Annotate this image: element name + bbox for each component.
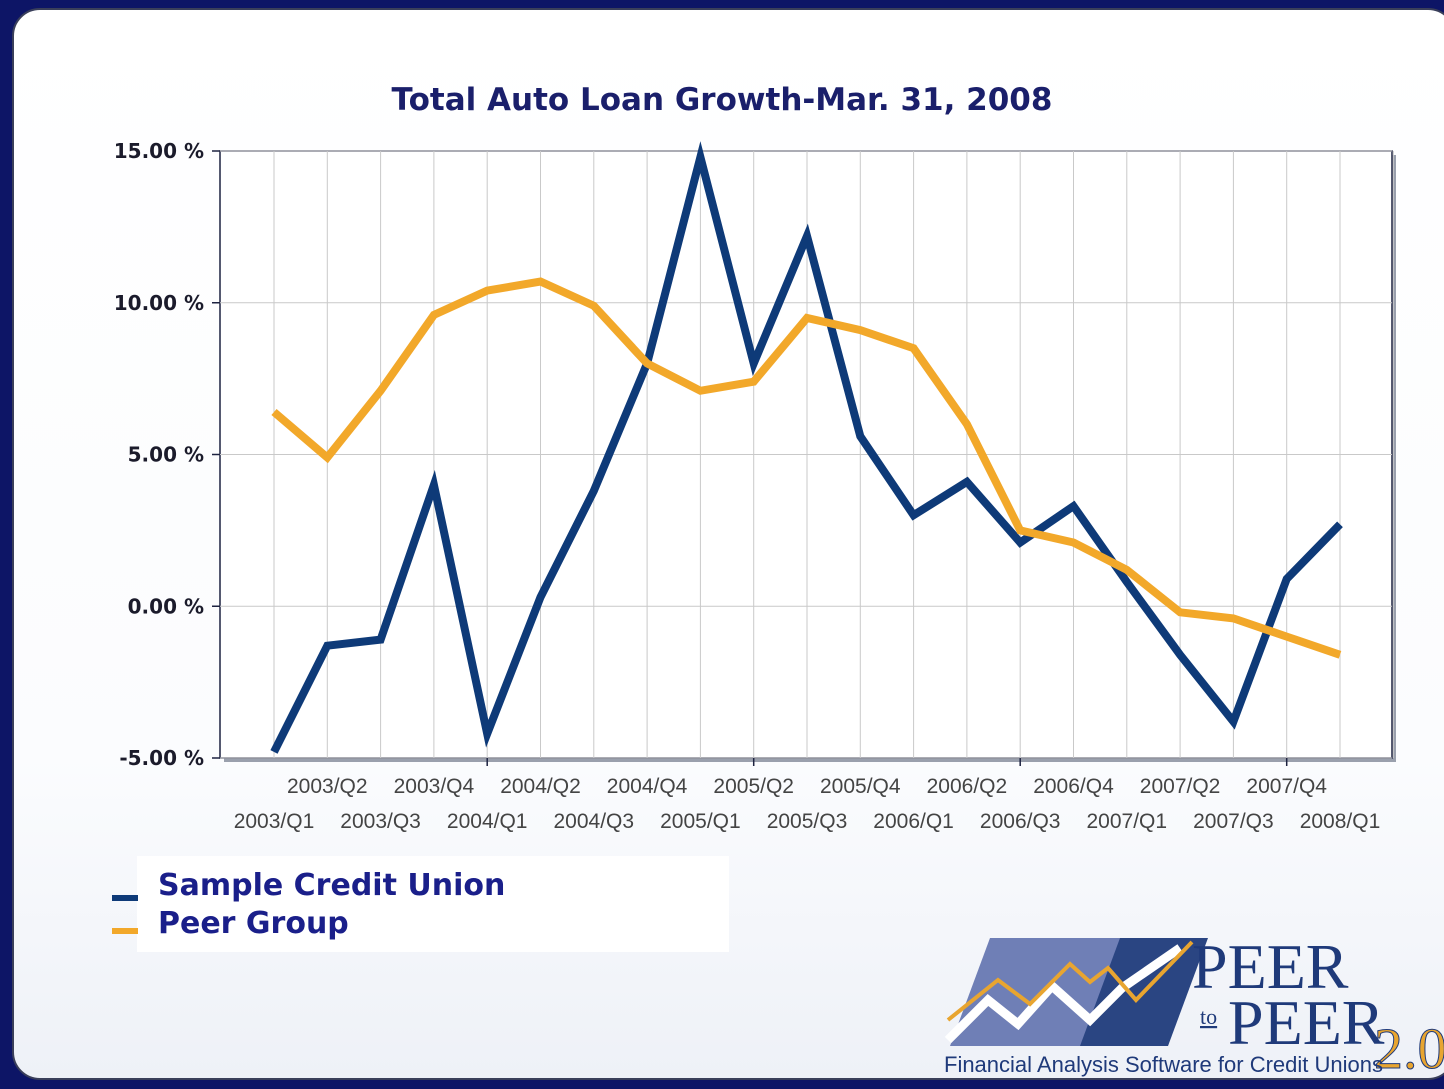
x-tick-label: 2003/Q1 — [234, 810, 315, 833]
x-tick-label: 2006/Q1 — [873, 810, 954, 833]
x-tick-label: 2005/Q2 — [713, 775, 794, 798]
y-tick-label: 5.00 % — [128, 443, 204, 467]
x-tick-label: 2005/Q1 — [660, 810, 741, 833]
legend-item-sample-credit-union: Sample Credit Union — [158, 868, 506, 903]
series-line-sample-credit-union — [270, 141, 1343, 754]
y-tick-label: -5.00 % — [119, 746, 204, 770]
x-tick-label: 2005/Q3 — [767, 810, 848, 833]
x-tick-label: 2008/Q1 — [1300, 810, 1381, 833]
x-tick-label: 2003/Q2 — [287, 775, 368, 798]
line-chart: 15.00 % 10.00 % 5.00 % 0.00 % -5.00 % 2003/Q1… — [114, 139, 1396, 833]
legend-swatch-sample-credit-union — [112, 895, 138, 901]
x-tick-label: 2004/Q3 — [554, 810, 635, 833]
logo-version: 2.0 — [1374, 1016, 1444, 1080]
y-tick-label: 0.00 % — [128, 594, 204, 618]
x-tick-label: 2004/Q1 — [447, 810, 528, 833]
x-tick-label: 2007/Q4 — [1246, 775, 1327, 798]
x-tick-label: 2007/Q3 — [1193, 810, 1274, 833]
x-tick-label: 2006/Q2 — [927, 775, 1008, 798]
logo-trend-gold — [946, 940, 1194, 1022]
x-tick-label: 2007/Q1 — [1087, 810, 1168, 833]
x-tick-label: 2004/Q4 — [607, 775, 688, 798]
x-tick-label: 2005/Q4 — [820, 775, 901, 798]
x-tick-label: 2004/Q2 — [500, 775, 581, 798]
logo-trend-white — [944, 944, 1183, 1044]
legend-swatch-peer-group — [112, 928, 138, 934]
x-tick-label: 2006/Q4 — [1033, 775, 1114, 798]
legend: Sample Credit Union Peer Group — [137, 856, 729, 952]
x-tick-label: 2003/Q3 — [340, 810, 421, 833]
chart-title: Total Auto Loan Growth-Mar. 31, 2008 — [391, 82, 1053, 118]
series-line-peer-group — [271, 277, 1342, 659]
logo-to: to — [1200, 1004, 1217, 1029]
x-tick-label: 2006/Q3 — [980, 810, 1061, 833]
legend-item-peer-group: Peer Group — [158, 906, 349, 941]
logo-peer-top: PEER — [1192, 931, 1349, 1002]
logo-peer-bottom: PEER — [1228, 987, 1385, 1058]
peer-to-peer-logo: PEER to PEER 2.0 Financial Analysis Soft… — [944, 931, 1444, 1080]
logo-tagline: Financial Analysis Software for Credit U… — [944, 1052, 1383, 1077]
y-tick-label: 15.00 % — [114, 139, 204, 163]
x-tick-label: 2003/Q4 — [394, 775, 475, 798]
x-tick-label: 2007/Q2 — [1140, 775, 1221, 798]
y-tick-label: 10.00 % — [114, 291, 204, 315]
